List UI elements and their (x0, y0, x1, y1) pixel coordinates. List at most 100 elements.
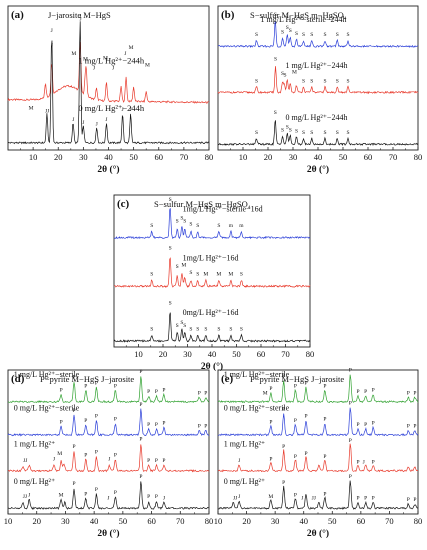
peak-label: S (310, 32, 313, 38)
peak-label: P (349, 438, 352, 444)
series-line (217, 21, 419, 49)
peak-label: P (162, 421, 165, 427)
peak-label: S (255, 32, 258, 38)
x-axis-label: 2θ (°) (97, 164, 119, 175)
peak-label: P (413, 497, 416, 503)
peak-label: P (147, 389, 150, 395)
peak-label: P (372, 388, 375, 394)
series-label: 1 mg/L Hg²⁺ (14, 439, 55, 448)
peak-label: J (79, 14, 82, 20)
peak-label: M (103, 55, 108, 61)
peak-label: M (71, 51, 76, 57)
peak-label: P (155, 458, 158, 464)
peak-label: P (204, 390, 207, 396)
peak-label: P (155, 389, 158, 395)
peak-label: S (240, 272, 243, 278)
peak-label: S (346, 78, 349, 84)
tick-label: 70 (281, 349, 290, 359)
peak-label: S (183, 218, 186, 224)
tick-label: 60 (155, 152, 164, 162)
tick-label: 10 (134, 349, 143, 359)
peak-label: S (302, 32, 305, 38)
peak-label: M (29, 106, 34, 112)
peak-label: P (407, 497, 410, 503)
peak-label: J (301, 496, 304, 502)
peak-label: S (281, 71, 284, 77)
series-label: 1 mg/L Hg²⁺−sterile−244h (261, 15, 347, 24)
tick-label: 10 (214, 516, 223, 526)
peak-label: P (147, 494, 150, 500)
peak-label: P (282, 406, 285, 412)
peak-label: S (196, 272, 199, 278)
peak-label: S (189, 221, 192, 227)
peak-label: JJ (23, 458, 28, 464)
x-axis-label: 2θ (°) (307, 164, 329, 175)
tick-label: 80 (414, 152, 423, 162)
tick-label: 40 (299, 516, 308, 526)
tick-label: 20 (54, 152, 63, 162)
peak-label: P (304, 380, 307, 386)
peak-label: S (310, 78, 313, 84)
series-line (218, 443, 419, 473)
peak-label: J (112, 65, 115, 71)
peak-label: P (323, 416, 326, 422)
peak-label: P (323, 491, 326, 497)
peak-label: M (145, 62, 150, 68)
peak-label: S (150, 272, 153, 278)
peak-label: S (336, 130, 339, 136)
peak-label: M (292, 70, 297, 76)
tick-label: 40 (90, 516, 99, 526)
tick-label: 20 (159, 349, 168, 359)
peak-label: S (286, 25, 289, 31)
peak-label: S (217, 326, 220, 332)
peak-label: P (349, 474, 352, 480)
peak-label: M (216, 272, 221, 278)
tick-label: 60 (147, 516, 156, 526)
tick-label: 80 (205, 516, 214, 526)
peak-label: P (73, 375, 76, 381)
peak-label: P (114, 416, 117, 422)
x-axis-label: 2θ (°) (97, 528, 119, 539)
tick-label: 10 (29, 152, 38, 162)
peak-label: S (169, 197, 172, 203)
peak-label: P (84, 491, 87, 497)
peak-label: S (289, 28, 292, 34)
series-label: 1 mg/L Hg²⁺−sterile (14, 370, 80, 379)
peak-label: S (176, 264, 179, 270)
peak-label: S (180, 320, 183, 326)
peak-label: P (282, 444, 285, 450)
tick-label: 30 (271, 516, 280, 526)
peak-label: J (82, 120, 85, 126)
peak-label: P (407, 424, 410, 430)
peak-label: J (51, 28, 54, 34)
peak-label: S (295, 31, 298, 37)
peak-label: J (130, 107, 133, 113)
panel-letter: (d) (11, 373, 25, 385)
peak-label: P (162, 458, 165, 464)
peak-label: JJ (23, 494, 28, 500)
series-label: 0mg/L Hg²⁺−16d (183, 308, 239, 317)
peak-label: P (60, 419, 63, 425)
peak-label: P (269, 386, 272, 392)
peak-label: S (302, 78, 305, 84)
peak-label: P (269, 419, 272, 425)
peak-label: P (139, 402, 142, 408)
peak-label: P (356, 422, 359, 428)
x-axis-label: 2θ (°) (201, 361, 223, 372)
series-label: 1 mg/L Hg²⁺−244h (286, 61, 348, 70)
peak-label: S (295, 129, 298, 135)
series-line (217, 374, 419, 404)
peak-label: S (240, 326, 243, 332)
tick-label: 70 (180, 152, 189, 162)
tick-label: 40 (104, 152, 113, 162)
peak-label: S (323, 32, 326, 38)
peak-label: P (147, 422, 150, 428)
peak-label: P (162, 388, 165, 394)
series-label: 0 mg/L Hg²⁺ (224, 477, 265, 486)
tick-label: 30 (79, 152, 88, 162)
peak-label: P (114, 490, 117, 496)
peak-label: P (95, 450, 98, 456)
peak-label: S (229, 326, 232, 332)
peak-label: P (364, 389, 367, 395)
